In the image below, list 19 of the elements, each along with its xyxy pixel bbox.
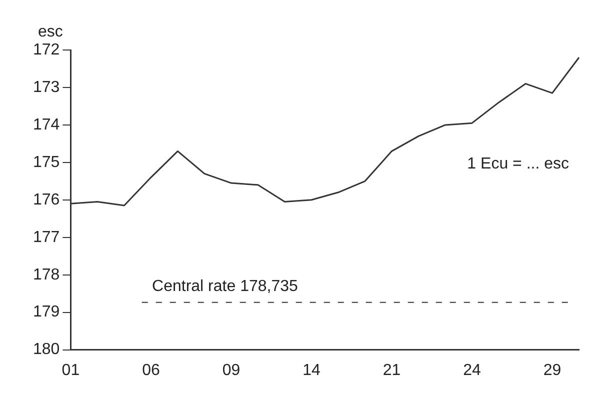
- y-tick-label: 177: [32, 228, 60, 246]
- y-tick-label: 180: [32, 341, 60, 358]
- y-tick-label: 173: [32, 78, 60, 96]
- y-tick-label: 172: [32, 41, 60, 58]
- x-tick-label: 06: [142, 362, 160, 379]
- y-tick-label: 178: [32, 266, 60, 284]
- x-tick-label: 21: [382, 362, 401, 379]
- y-tick-label: 179: [32, 304, 60, 321]
- annotation: 1 Ecu = ... esc: [467, 155, 569, 172]
- ref-line-label: Central rate 178,735: [152, 278, 298, 295]
- x-tick-label: 29: [543, 362, 562, 379]
- x-tick-label: 14: [302, 362, 320, 379]
- x-tick-label: 24: [463, 362, 481, 379]
- y-axis-title: esc: [38, 23, 63, 40]
- y-tick-label: 174: [32, 116, 60, 134]
- y-tick-label: 175: [32, 154, 60, 171]
- x-tick-label: 09: [222, 362, 240, 379]
- y-tick-label: 176: [32, 191, 60, 208]
- x-tick-label: 01: [62, 362, 80, 379]
